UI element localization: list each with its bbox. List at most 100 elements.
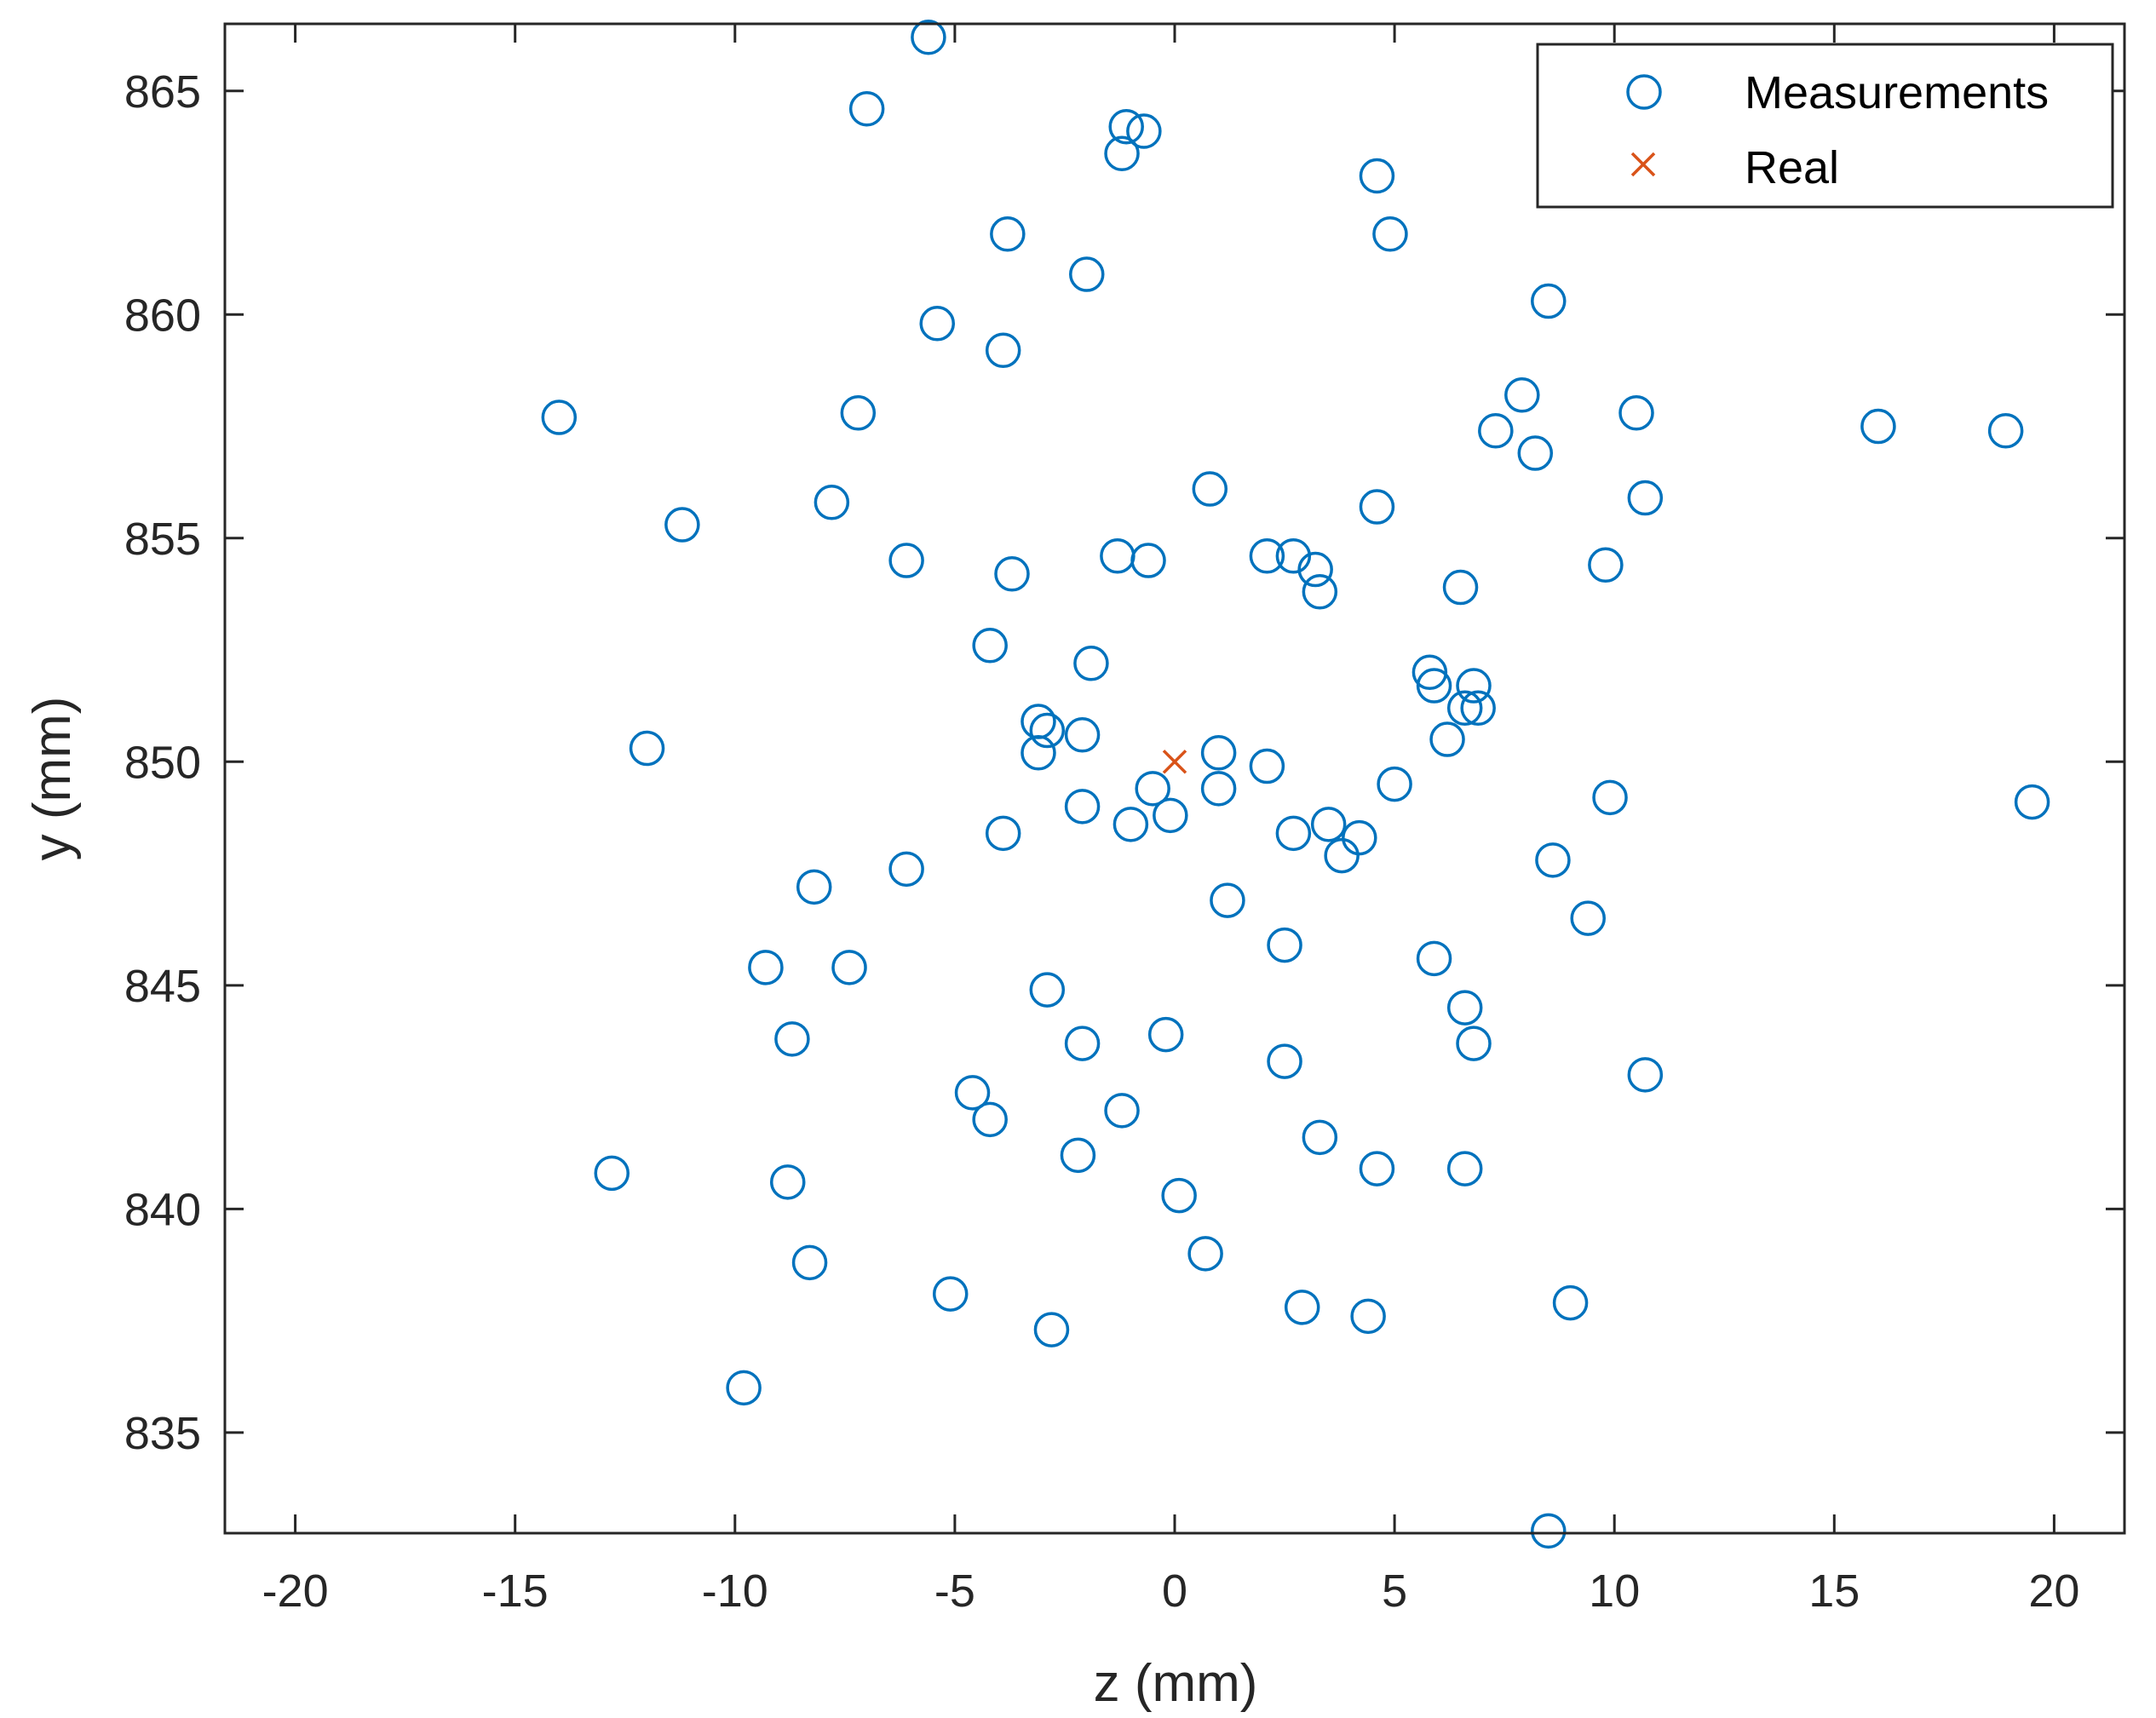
legend: Measurements Real <box>1536 43 2114 209</box>
x-tick-label: 15 <box>1808 1566 1860 1617</box>
measurement-point <box>1446 1151 1483 1187</box>
measurement-point <box>1416 668 1452 704</box>
y-tick-label: 840 <box>124 1184 201 1235</box>
legend-measurements-label: Measurements <box>1745 67 2049 118</box>
measurement-point <box>796 869 832 905</box>
measurement-point <box>990 216 1026 252</box>
measurement-point <box>769 1164 806 1200</box>
measurement-point <box>1987 413 2024 449</box>
measurement-point <box>1535 842 1571 878</box>
measurement-point <box>814 485 850 520</box>
measurement-point <box>1130 543 1166 578</box>
measurement-point <box>1297 551 1333 588</box>
measurement-point <box>1275 815 1312 852</box>
y-tick-label: 845 <box>124 961 201 1012</box>
measurement-point <box>1126 113 1162 149</box>
x-tick-label: -5 <box>934 1566 975 1617</box>
measurement-point <box>1456 1026 1492 1061</box>
measurement-point <box>972 1101 1008 1138</box>
measurement-point <box>1284 1290 1320 1325</box>
measurement-point <box>1267 927 1302 963</box>
measurement-point <box>1073 646 1109 681</box>
measurement-point <box>1147 1016 1184 1053</box>
legend-real-label: Real <box>1745 142 1839 193</box>
x-tick-label: -20 <box>262 1566 329 1617</box>
x-axis-label: z (mm) <box>1094 1654 1258 1713</box>
measurement-point <box>1618 395 1654 431</box>
measurement-point <box>831 950 867 985</box>
measurement-point <box>1588 547 1624 583</box>
measurement-point <box>954 1075 991 1111</box>
measurement-point <box>1350 1298 1386 1335</box>
measurement-point <box>1517 435 1554 471</box>
measurement-point <box>1570 900 1606 936</box>
x-tick-label: 20 <box>2028 1566 2079 1617</box>
measurement-point <box>1302 574 1338 610</box>
measurement-point <box>1411 654 1448 691</box>
x-tick-label: -15 <box>482 1566 549 1617</box>
legend-box <box>1536 43 2114 209</box>
measurement-point <box>1310 807 1347 842</box>
data-marks <box>541 20 2050 1549</box>
y-tick-label: 850 <box>124 737 201 788</box>
measurement-point <box>1552 1284 1589 1321</box>
measurement-point <box>1267 1043 1302 1079</box>
x-tick-label: 5 <box>1382 1566 1407 1617</box>
measurement-point <box>1627 1057 1664 1093</box>
measurement-point <box>1860 408 1896 445</box>
legend-measurements-marker <box>1626 74 1662 110</box>
measurement-point <box>919 306 955 342</box>
measurement-point <box>1359 489 1395 525</box>
measurement-point <box>1531 283 1567 319</box>
measurement-point <box>629 730 665 767</box>
measurement-point <box>1104 1093 1140 1129</box>
measurement-point <box>932 1276 969 1312</box>
measurement-point <box>1249 748 1285 784</box>
measurement-point <box>1504 377 1540 413</box>
measurement-point <box>888 851 924 888</box>
measurement-point <box>911 20 946 55</box>
measurement-point <box>1456 668 1492 704</box>
measurement-point <box>541 399 578 435</box>
measurement-point <box>1531 1513 1567 1549</box>
measurement-point <box>1200 771 1237 807</box>
measurement-point <box>664 507 700 543</box>
y-axis-label: y (mm) <box>23 697 82 861</box>
measurement-point <box>1302 1119 1338 1156</box>
measurement-point <box>1627 480 1664 516</box>
measurement-point <box>2014 784 2050 820</box>
measurement-point <box>1104 135 1140 172</box>
measurement-point <box>1112 807 1149 842</box>
measurement-point <box>1429 721 1465 757</box>
y-tick-label: 855 <box>124 514 201 565</box>
measurement-point <box>848 91 885 127</box>
measurement-point <box>1592 779 1628 816</box>
measurement-point <box>1359 1151 1395 1187</box>
y-tick-label: 835 <box>124 1408 201 1459</box>
plot-area-border <box>223 22 2126 1535</box>
measurement-point <box>840 395 877 431</box>
measurement-point <box>1064 717 1101 753</box>
measurement-point <box>1249 538 1285 574</box>
measurement-point <box>985 332 1021 369</box>
measurement-point <box>1446 690 1483 727</box>
measurement-point <box>1192 471 1228 507</box>
measurement-point <box>1275 538 1312 574</box>
measurement-point <box>1033 1312 1070 1347</box>
measurement-point <box>1108 109 1144 145</box>
measurement-point <box>1416 940 1452 977</box>
measurement-point <box>748 950 784 985</box>
legend-real-marker <box>1630 152 1656 177</box>
measurement-point <box>1324 837 1360 874</box>
measurement-point <box>1187 1236 1223 1272</box>
measurement-point <box>1372 216 1408 252</box>
measurement-point <box>1478 413 1514 449</box>
y-tick-label: 860 <box>124 290 201 341</box>
measurement-point <box>1153 797 1188 834</box>
measurement-point <box>1135 771 1170 807</box>
measurement-point <box>1029 972 1066 1008</box>
real-point-marker <box>1162 750 1187 774</box>
axis-ticks: -20 -15 -10 -5 0 5 10 15 20 835 840 845 850 855 860 865 <box>124 24 2124 1617</box>
measurement-point <box>994 556 1030 592</box>
